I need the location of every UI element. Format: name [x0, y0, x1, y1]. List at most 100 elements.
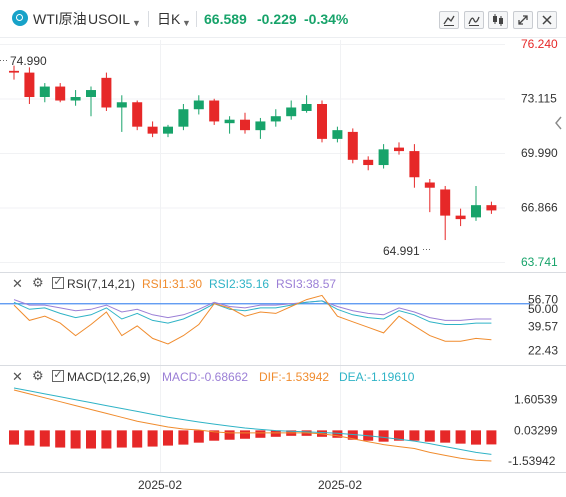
- macd-bar: [39, 430, 50, 447]
- fullscreen-icon: [518, 15, 528, 25]
- last-price: 66.589: [204, 11, 247, 27]
- macd-bar: [9, 430, 19, 445]
- candle-body: [101, 77, 112, 108]
- collapse-indicator-icon[interactable]: ✕: [12, 276, 23, 291]
- candle-body: [424, 182, 435, 188]
- header-separator: [148, 11, 149, 27]
- macd-bar: [193, 430, 204, 443]
- candlestick-series: [9, 65, 497, 241]
- candle: [286, 100, 297, 120]
- candle: [178, 103, 189, 131]
- macd-bar: [178, 430, 189, 445]
- price-axis: 76.240 73.115 69.990 66.866 63.741: [521, 37, 558, 269]
- candle-body: [286, 107, 297, 117]
- collapse-sidebar-icon[interactable]: [555, 116, 562, 130]
- candle-body: [317, 103, 327, 139]
- candle: [317, 100, 327, 143]
- macd-bar: [255, 430, 266, 438]
- candle-body: [224, 119, 235, 124]
- min-price-annotation: 64.991: [383, 244, 420, 258]
- rsi-tick-label: 56.70: [528, 293, 558, 307]
- candle-body: [178, 109, 189, 127]
- collapse-indicator-icon[interactable]: ✕: [12, 369, 23, 384]
- draw-tool-button[interactable]: [439, 11, 459, 29]
- candle: [378, 144, 389, 169]
- candle-body: [301, 103, 312, 111]
- macd-bar: [24, 430, 35, 446]
- macd-label: MACD(12,26,9): [67, 370, 151, 384]
- price-change: -0.229: [257, 11, 297, 27]
- candle: [255, 117, 266, 139]
- candle: [424, 178, 435, 213]
- close-button[interactable]: [537, 11, 557, 29]
- candle: [9, 65, 19, 80]
- macd-bar: [70, 430, 81, 449]
- instrument-symbol[interactable]: USOIL: [88, 11, 131, 27]
- close-icon: [542, 15, 552, 25]
- time-tick-label: 2025-02: [318, 478, 362, 492]
- indicator-checkbox[interactable]: ✓: [52, 369, 64, 382]
- candle: [455, 208, 466, 227]
- symbol-dropdown-icon[interactable]: ▼: [132, 18, 141, 28]
- indicator-checkbox[interactable]: ✓: [52, 276, 64, 289]
- interval-dropdown-icon[interactable]: ▼: [182, 18, 191, 28]
- candle-body: [70, 97, 81, 101]
- fullscreen-button[interactable]: [513, 11, 533, 29]
- rsi-tick-label: 50.00: [528, 302, 558, 316]
- candle: [240, 112, 250, 134]
- candle-body: [394, 147, 404, 152]
- candle-body: [86, 90, 96, 98]
- candle-body: [55, 86, 66, 101]
- candle-body: [163, 126, 173, 134]
- candle-body: [440, 189, 451, 216]
- rsi1-line: [13, 294, 492, 345]
- price-tick-label: 66.866: [521, 200, 558, 214]
- candle: [193, 95, 204, 115]
- macd-bar: [394, 430, 404, 441]
- candle-body: [132, 102, 143, 127]
- candle-body: [363, 159, 374, 166]
- rsi-tick-label: 22.43: [528, 343, 558, 357]
- indicator-settings-icon[interactable]: ⚙: [32, 275, 44, 290]
- dif-line: [13, 389, 492, 462]
- grid-lines: [0, 40, 505, 472]
- candle: [270, 109, 281, 127]
- macd-bar: [116, 430, 127, 448]
- draw-tool-icon: [443, 15, 455, 26]
- rsi-tick-label: 39.57: [528, 320, 558, 334]
- macd-bar: [147, 430, 158, 447]
- instrument-name[interactable]: WTI原油: [33, 11, 87, 27]
- macd-tick-label: 0.03299: [514, 423, 558, 437]
- price-tick-label: 63.741: [521, 255, 558, 269]
- rsi1-value: RSI1:31.30: [142, 277, 203, 291]
- macd-bar: [240, 430, 250, 439]
- macd-tick-label: 1.60539: [514, 393, 558, 407]
- candle-body: [255, 121, 266, 131]
- macd-bar: [471, 430, 481, 445]
- time-tick-label: 2025-02: [138, 478, 182, 492]
- macd-value: MACD:-0.68662: [162, 370, 249, 384]
- candle-body: [39, 86, 50, 98]
- macd-bar: [101, 430, 112, 449]
- candle-body: [332, 130, 343, 139]
- price-tick-label: 69.990: [521, 146, 558, 160]
- candle-body: [347, 131, 358, 160]
- indicator-button[interactable]: [464, 11, 484, 29]
- price-change-percent: -0.34%: [304, 11, 349, 27]
- interval-selector[interactable]: 日K: [157, 11, 181, 27]
- macd-bar: [455, 430, 466, 444]
- max-price-annotation: 74.990: [10, 54, 47, 68]
- macd-bar: [409, 430, 420, 441]
- macd-bar: [486, 430, 497, 445]
- rsi2-line: [13, 300, 492, 325]
- dea-line: [13, 387, 492, 455]
- candle: [332, 126, 343, 143]
- candle: [409, 144, 420, 188]
- compare-button[interactable]: [488, 11, 508, 29]
- macd-bar: [224, 430, 235, 440]
- candle-body: [147, 126, 158, 134]
- indicator-settings-icon[interactable]: ⚙: [32, 368, 44, 383]
- candle: [86, 86, 96, 117]
- candle: [39, 83, 50, 103]
